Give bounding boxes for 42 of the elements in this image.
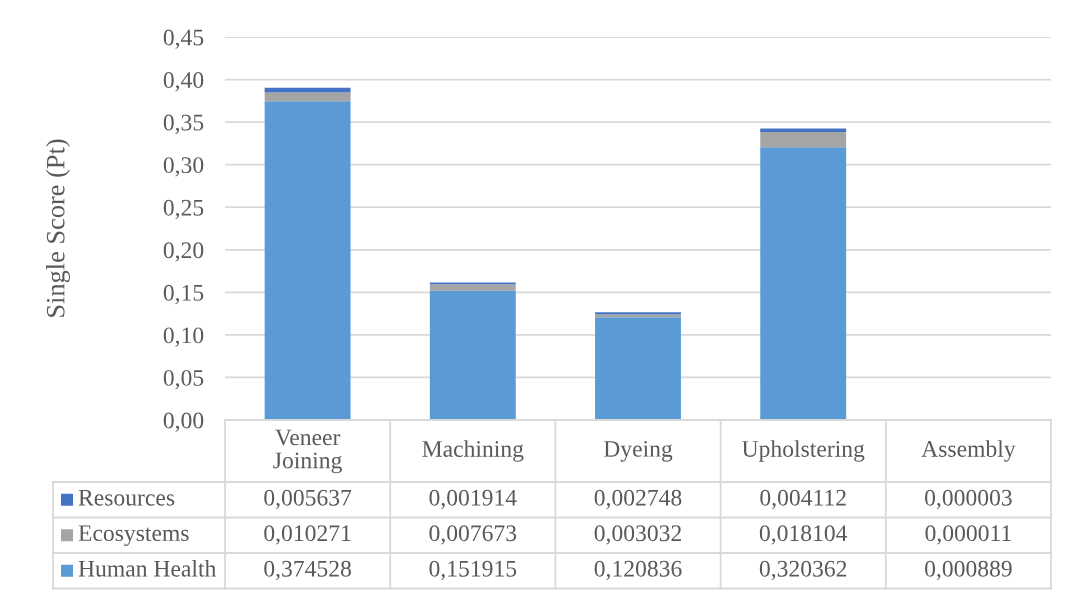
- data-label: 0,002748: [594, 489, 682, 510]
- y-tick-label: 0,05: [163, 369, 204, 390]
- data-label: 0,000889: [925, 560, 1012, 581]
- y-tick-label: 0,30: [163, 157, 204, 177]
- data-label: 0,000003: [925, 489, 1012, 510]
- data-label: 0,120836: [594, 560, 682, 581]
- data-label: 0,151915: [429, 560, 517, 581]
- bar: [429, 290, 516, 420]
- data-label: 0,320362: [759, 560, 847, 581]
- x-tick-label: Assembly: [921, 440, 1016, 462]
- y-tick-label: 0,45: [163, 29, 204, 49]
- legend-label: Ecosystems: [78, 525, 189, 546]
- bar: [595, 317, 681, 420]
- data-label: 0,003032: [594, 525, 681, 545]
- bar: [264, 101, 351, 420]
- y-axis-title: Single Score (Pt): [46, 139, 70, 317]
- x-tick-label: Veneer Joining: [273, 429, 342, 474]
- y-tick-label: 0,40: [163, 72, 204, 92]
- data-label: 0,000011: [925, 525, 1011, 545]
- y-tick-label: 0,35: [163, 114, 204, 134]
- data-label: 0,010271: [264, 525, 351, 545]
- x-tick-label: Machining: [422, 440, 524, 462]
- data-label: 0,004112: [760, 489, 846, 510]
- data-label: 0,005637: [264, 489, 352, 510]
- bar: [760, 128, 847, 132]
- bar: [429, 284, 516, 291]
- data-label: 0,007673: [429, 525, 517, 545]
- y-tick-label: 0,00: [163, 412, 204, 432]
- bar: [760, 147, 847, 420]
- data-label: 0,001914: [429, 489, 517, 510]
- legend-label: Resources: [78, 489, 175, 506]
- data-label: 0,018104: [759, 525, 848, 545]
- y-tick-label: 0,20: [163, 242, 204, 262]
- data-label: 0,374528: [264, 560, 351, 581]
- legend-label: Human Health: [78, 560, 217, 577]
- bar: [264, 92, 351, 102]
- y-tick-label: 0,25: [163, 199, 204, 220]
- y-tick-label: 0,10: [163, 327, 204, 347]
- y-tick-label: 0,15: [163, 284, 204, 305]
- x-tick-label: Upholstering: [742, 440, 865, 462]
- bar: [760, 131, 847, 148]
- x-tick-label: Dyeing: [603, 440, 673, 462]
